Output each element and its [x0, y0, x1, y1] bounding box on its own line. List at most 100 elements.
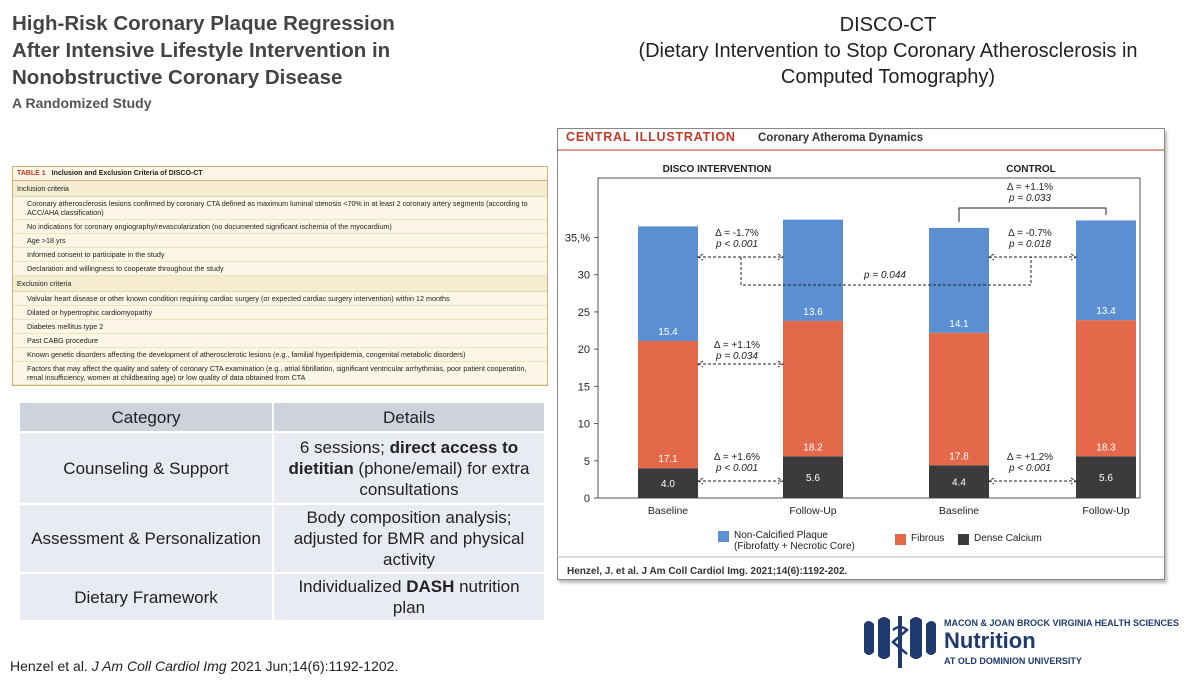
details-cell: Body composition analysis; adjusted for …: [272, 503, 546, 574]
criteria-header: TABLE 1 Inclusion and Exclusion Criteria …: [13, 167, 547, 181]
value-label: 15.4: [658, 327, 678, 338]
annotation: Δ = +1.2%: [1007, 452, 1053, 463]
value-label: 4.0: [661, 479, 675, 490]
criteria-item: Age >18 yrs: [13, 234, 547, 248]
details-text: DASH: [406, 577, 455, 596]
annotation: Δ = -1.7%: [715, 228, 759, 239]
chart-title: Coronary Atheroma Dynamics: [758, 132, 923, 144]
details-cell: 6 sessions; direct access to dietitian (…: [272, 431, 546, 505]
value-label: 18.2: [803, 442, 823, 453]
legend-item: Fibrous: [895, 533, 955, 545]
value-label: 17.8: [949, 451, 969, 462]
details-text: direct access to dietitian: [288, 437, 519, 478]
logo-bottom: AT OLD DOMINION UNIVERSITY: [944, 656, 1082, 666]
y-tick-label: 0: [584, 493, 590, 505]
criteria-item: Dilated or hypertrophic cardiomyopathy: [13, 306, 547, 320]
bar-segment: [1076, 220, 1136, 321]
x-tick-label: Baseline: [939, 505, 979, 517]
slide-subtitle: A Randomized Study: [12, 95, 152, 111]
table-row: Counseling & Support 6 sessions; direct a…: [18, 431, 546, 505]
criteria-table: TABLE 1 Inclusion and Exclusion Criteria …: [12, 166, 548, 386]
criteria-item: Known genetic disorders affecting the de…: [13, 348, 547, 362]
chart-header-label: CENTRAL ILLUSTRATION: [566, 130, 736, 144]
citation: Henzel et al. J Am Coll Cardiol Img 2021…: [10, 658, 398, 674]
legend-item: Dense Calcium: [958, 533, 1078, 545]
legend-swatch: [958, 534, 969, 545]
y-tick-label: 35,%: [565, 233, 590, 245]
legend-label: Fibrous: [911, 533, 945, 544]
criteria-item: No indications for coronary angiography/…: [13, 220, 547, 234]
chart-source: Henzel, J. et al. J Am Coll Cardiol Img.…: [567, 566, 848, 577]
annotation: p = 0.018: [1008, 239, 1051, 250]
logo-icon: [864, 616, 936, 668]
bar-segment: [929, 227, 989, 333]
criteria-item: Informed consent to participate in the s…: [13, 248, 547, 262]
criteria-section: Exclusion criteria: [13, 276, 547, 292]
category-cell: Dietary Framework: [18, 572, 274, 622]
right-subtitle: (Dietary Intervention to Stop Coronary A…: [638, 40, 1138, 88]
criteria-item: Valvular heart disease or other known co…: [13, 292, 547, 306]
right-title: DISCO-CT: [839, 14, 937, 36]
group-label: DISCO INTERVENTION: [663, 164, 772, 175]
legend-swatch: [895, 534, 906, 545]
bar-segment: [638, 226, 698, 341]
value-label: 5.6: [806, 473, 820, 484]
details-text: Individualized: [298, 577, 407, 596]
category-cell: Assessment & Personalization: [18, 503, 274, 574]
group-label: CONTROL: [1006, 164, 1055, 175]
value-label: 13.4: [1096, 306, 1116, 317]
bar-segment: [1076, 456, 1136, 498]
annotation: Δ = +1.6%: [714, 452, 760, 463]
annotation-connector: [988, 253, 1077, 261]
criteria-item: Coronary atherosclerosis lesions confirm…: [13, 197, 547, 220]
legend-swatch: [718, 531, 729, 542]
bar-segment: [783, 320, 843, 457]
bar-segment: [638, 340, 698, 469]
y-tick-label: 5: [584, 456, 590, 468]
bar-segment: [783, 219, 843, 321]
citation-part: Henzel et al.: [10, 658, 92, 674]
bar-segment: [638, 468, 698, 498]
logo-name: Nutrition: [944, 628, 1036, 653]
annotation: p = 0.034: [715, 351, 758, 362]
legend-item: Non-Calcified Plaque (Fibrofatty + Necro…: [718, 530, 868, 552]
y-tick-label: 15: [578, 381, 590, 393]
annotation: Δ = +1.1%: [714, 340, 760, 351]
annotation: p < 0.001: [1008, 463, 1051, 474]
x-tick-label: Baseline: [648, 505, 688, 517]
criteria-item: Declaration and willingness to cooperate…: [13, 262, 547, 276]
criteria-title: Inclusion and Exclusion Criteria of DISC…: [51, 170, 203, 177]
slide-title: High-Risk Coronary Plaque Regression Aft…: [12, 12, 395, 89]
logo-top: MACON & JOAN BROCK VIRGINIA HEALTH SCIEN…: [944, 618, 1180, 628]
annotation-connector: [697, 360, 784, 368]
annotation-connector: [697, 477, 784, 485]
citation-part: J Am Coll Cardiol Img: [91, 658, 227, 674]
annotation-connector: [988, 477, 1077, 485]
value-label: 14.1: [949, 319, 969, 330]
y-tick-label: 25: [578, 307, 590, 319]
header-cell: Details: [272, 401, 546, 433]
bar-segment: [929, 332, 989, 466]
annotation: p = 0.044: [863, 270, 906, 281]
category-cell: Counseling & Support: [18, 431, 274, 505]
details-text: Body composition analysis; adjusted for …: [293, 508, 525, 569]
bar-segment: [929, 465, 989, 498]
x-tick-label: Follow-Up: [1082, 505, 1129, 517]
header-cell: Category: [18, 401, 274, 433]
x-tick-label: Follow-Up: [789, 505, 836, 517]
annotation-bracket: [958, 207, 1107, 222]
annotation: Δ = -0.7%: [1008, 228, 1052, 239]
details-text: (phone/email) for extra consultations: [353, 458, 530, 499]
category-table: Category Details Counseling & Support 6 ses…: [18, 401, 546, 622]
right-title-block: DISCO-CT (Dietary Intervention to Stop C…: [600, 12, 1176, 90]
header-row: Category Details: [18, 401, 546, 433]
annotation: p = 0.033: [1008, 193, 1051, 204]
criteria-label: TABLE 1: [17, 170, 46, 177]
value-label: 18.3: [1096, 442, 1116, 453]
logo: MACON & JOAN BROCK VIRGINIA HEALTH SCIEN…: [860, 612, 1179, 677]
y-tick-label: 10: [578, 419, 590, 431]
value-label: 4.4: [952, 478, 966, 489]
value-label: 5.6: [1099, 473, 1113, 484]
